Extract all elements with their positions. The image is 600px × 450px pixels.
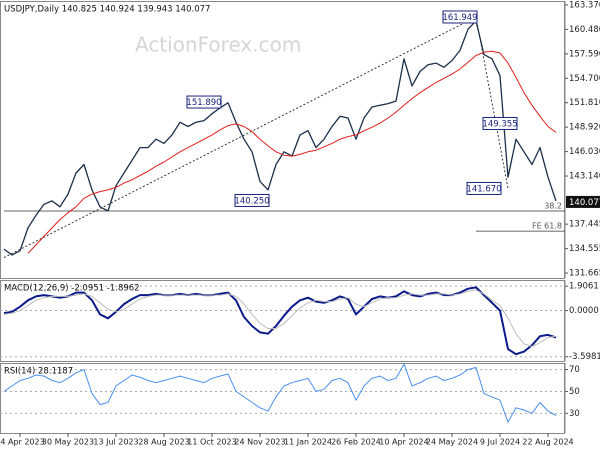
y-tick-label: -3.5981 [569,352,600,362]
y-tick-label: 160.480 [569,25,600,35]
y-tick-label: 151.810 [569,98,600,108]
price-box-label: 151.890 [186,98,221,108]
y-tick-label: 50 [569,387,580,397]
x-tick-label: 30 May 2023 [42,438,94,447]
price-box [234,193,270,207]
price-box [442,10,478,24]
x-tick-label: 26 Feb 2024 [331,438,381,447]
x-tick-label: 9 Jul 2024 [480,438,520,447]
x-tick-label: 22 Aug 2024 [522,438,573,447]
y-tick-label: 30 [569,409,580,419]
y-tick-label: 137.445 [569,220,600,230]
panel-title: RSI(14) 28.1187 [4,367,73,377]
price-box [466,181,502,195]
x-tick-label: 24 Nov 2023 [234,438,285,447]
x-tick-label: 14 Apr 2023 [0,438,45,447]
series-line [3,363,557,423]
y-tick-label: 70 [569,365,580,375]
x-tick-label: 11 Oct 2023 [187,438,236,447]
price-box-label: 149.355 [482,119,517,129]
y-tick-label: 143.140 [569,172,600,182]
y-tick-label: 157.590 [569,49,600,59]
price-box-label: 140.250 [234,196,269,206]
panel-title: USDJPY,Daily 140.825 140.924 139.943 140… [4,5,210,15]
y-tick-label: 134.555 [569,244,600,254]
panel-title: MACD(12,26,9) -2.0951 -1.8962 [4,284,140,294]
y-tick-label: 1.9061 [569,282,599,292]
x-tick-label: 28 Aug 2023 [138,438,189,447]
y-tick-label: 131.665 [569,269,600,279]
y-tick-label: 0.0000 [569,306,599,316]
series-line [3,289,557,347]
watermark: ActionForex.com [135,33,301,57]
last-price-label: 140.077 [569,198,600,208]
y-tick-label: 163.370 [569,0,600,10]
y-tick-label: 146.030 [569,147,600,157]
price-box [186,95,222,109]
series-line [3,20,557,256]
price-box-label: 141.670 [466,184,501,194]
price-box-label: 161.949 [442,13,477,23]
series-line [3,286,557,356]
y-tick-label: 148.920 [569,123,600,133]
series-line [27,50,557,254]
x-tick-label: 11 Jan 2024 [284,438,332,447]
x-tick-label: 24 May 2024 [426,438,478,447]
last-price-box [566,195,600,208]
trend-line [3,16,477,258]
x-tick-label: 10 Apr 2024 [379,438,428,447]
x-tick-label: 13 Jul 2023 [93,438,138,447]
fib-label: FE 61.8 [532,222,562,231]
price-box [482,116,518,130]
fib-label: 38.2 [544,202,562,211]
y-tick-label: 154.700 [569,74,600,84]
